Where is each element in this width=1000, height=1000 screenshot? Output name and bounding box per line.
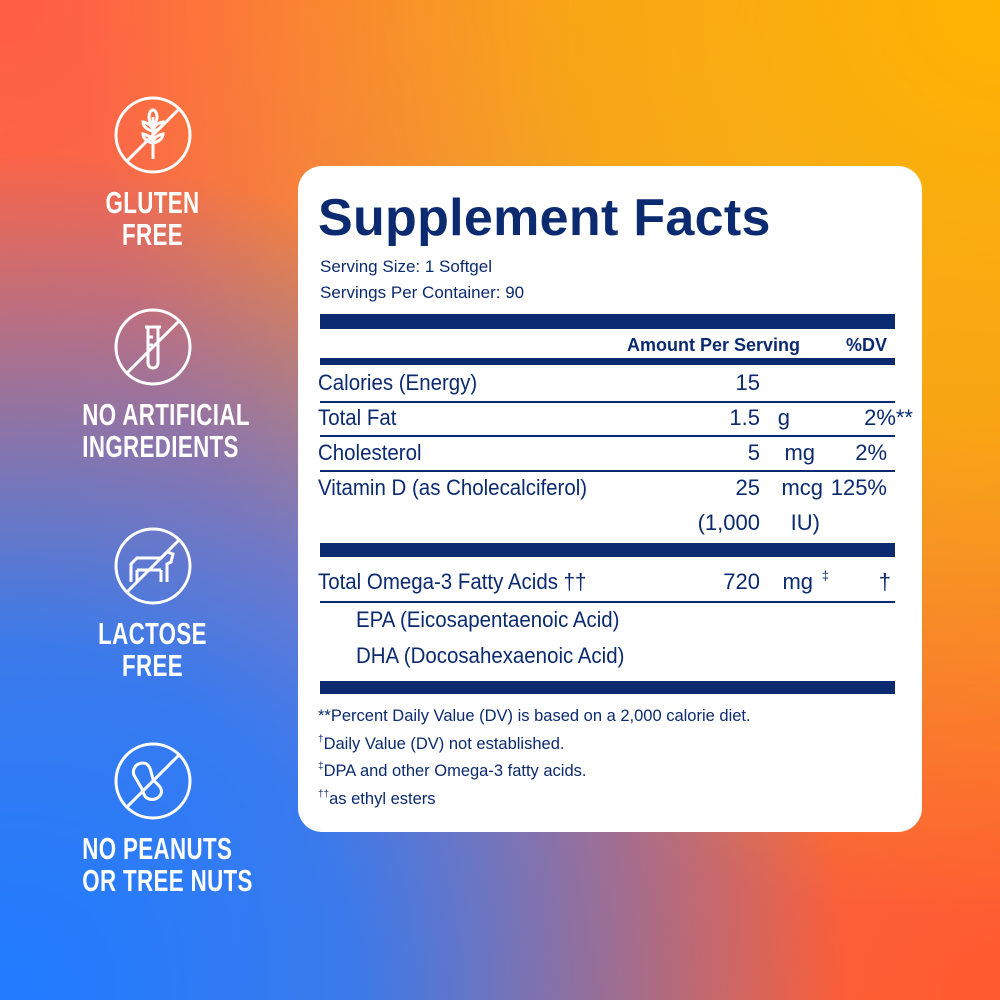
divider-thick xyxy=(320,314,895,329)
badge-label-line2: OR TREE NUTS xyxy=(82,863,253,898)
row-label: Total Omega-3 Fatty Acids †† xyxy=(318,569,587,594)
row-unit-iu: IU) xyxy=(790,510,820,535)
row-dv: 125% xyxy=(830,475,887,500)
footnote-text: Daily Value (DV) not established. xyxy=(323,735,565,753)
footnote: †Daily Value (DV) not established. xyxy=(318,734,564,754)
row-amount: 25 xyxy=(735,475,760,500)
facts-row: Vitamin D (as Cholecalciferol) 25 mcg 12… xyxy=(318,475,895,501)
row-dv: 2% xyxy=(855,440,887,465)
serving-size: Serving Size: 1 Softgel xyxy=(320,257,492,276)
divider-thin xyxy=(320,470,895,472)
facts-row: EPA (Eicosapentaenoic Acid) xyxy=(318,607,895,633)
footnote-mark: †† xyxy=(318,789,330,800)
divider-thick xyxy=(320,681,895,694)
row-amount: 1.5 xyxy=(729,405,760,430)
badge-label-line1: GLUTEN xyxy=(105,185,200,220)
footnote: ††as ethyl esters xyxy=(318,789,436,809)
facts-row: Total Fat 1.5 g 2%** xyxy=(318,405,913,431)
footnote-text: as ethyl esters xyxy=(329,790,436,808)
footnote-mark: † xyxy=(318,734,324,745)
divider-thin xyxy=(320,435,895,437)
facts-row-sub: (1,000 IU) xyxy=(318,510,895,536)
badge-label-line1: NO PEANUTS xyxy=(82,831,233,866)
supplement-facts-panel: Supplement Facts Serving Size: 1 Softgel… xyxy=(298,166,922,832)
badge-no-artificial: NO ARTIFICIAL INGREDIENTS xyxy=(55,307,250,463)
facts-row: Total Omega-3 Fatty Acids †† 720 mg ‡ † xyxy=(318,568,895,595)
footnote-mark: ‡ xyxy=(318,761,324,772)
row-label: Calories (Energy) xyxy=(318,370,478,395)
header-dv: %DV xyxy=(845,335,887,355)
no-test-tube-icon xyxy=(114,308,191,386)
badge-label-line2: FREE xyxy=(122,217,183,252)
row-unit: g xyxy=(777,405,790,430)
row-label: Vitamin D (as Cholecalciferol) xyxy=(318,475,588,500)
row-unit-mark: ‡ xyxy=(821,568,829,583)
divider-medium xyxy=(320,358,895,365)
row-amount: 720 xyxy=(723,569,760,594)
column-header: Amount Per Serving %DV xyxy=(318,332,895,358)
footnote: **Percent Daily Value (DV) is based on a… xyxy=(318,707,751,726)
row-label: Cholesterol xyxy=(318,440,422,465)
badge-label-line2: INGREDIENTS xyxy=(82,429,239,464)
badge-lactose-free: LACTOSE FREE xyxy=(55,526,250,682)
panel-title: Supplement Facts xyxy=(318,189,771,247)
badge-label-line1: LACTOSE xyxy=(98,616,207,651)
no-peanut-icon xyxy=(114,742,191,820)
row-dv: † xyxy=(878,569,891,594)
row-unit: mcg xyxy=(781,475,823,500)
badge-no-nuts: NO PEANUTS OR TREE NUTS xyxy=(55,741,253,898)
row-amount-iu: (1,000 xyxy=(697,510,760,535)
divider-thick xyxy=(320,543,895,557)
header-amount: Amount Per Serving xyxy=(626,335,800,355)
row-unit: mg xyxy=(782,569,813,594)
divider-thin xyxy=(320,601,895,603)
footnote: ‡DPA and other Omega-3 fatty acids. xyxy=(318,761,586,781)
row-label: DHA (Docosahexaenoic Acid) xyxy=(356,643,625,668)
footnote-text: DPA and other Omega-3 fatty acids. xyxy=(323,762,587,780)
divider-thin xyxy=(320,401,895,403)
badge-gluten-free: GLUTEN FREE xyxy=(55,95,250,251)
facts-row: Cholesterol 5 mg 2% xyxy=(318,440,895,466)
footnote-text: **Percent Daily Value (DV) is based on a… xyxy=(318,707,751,725)
no-gluten-wheat-icon xyxy=(114,96,191,174)
row-unit: mg xyxy=(784,440,815,465)
badge-label-line1: NO ARTIFICIAL xyxy=(82,397,250,432)
row-dv: 2%** xyxy=(864,405,913,430)
no-cow-dairy-icon xyxy=(114,527,191,605)
row-label: EPA (Eicosapentaenoic Acid) xyxy=(356,607,620,632)
row-amount: 15 xyxy=(735,370,760,395)
row-amount: 5 xyxy=(747,440,760,465)
row-label: Total Fat xyxy=(318,405,397,430)
facts-row: DHA (Docosahexaenoic Acid) xyxy=(318,643,895,669)
badge-label-line2: FREE xyxy=(122,648,183,683)
facts-row: Calories (Energy) 15 xyxy=(318,370,895,396)
servings-per-container: Servings Per Container: 90 xyxy=(320,283,525,302)
